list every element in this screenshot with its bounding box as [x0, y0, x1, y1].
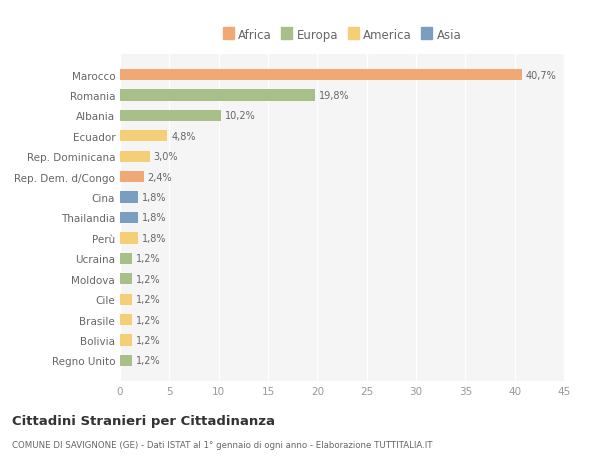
- Text: 1,2%: 1,2%: [136, 335, 160, 345]
- Text: 1,2%: 1,2%: [136, 295, 160, 304]
- Bar: [120, 274, 132, 285]
- Text: 1,2%: 1,2%: [136, 356, 160, 365]
- Text: 10,2%: 10,2%: [224, 111, 256, 121]
- Text: COMUNE DI SAVIGNONE (GE) - Dati ISTAT al 1° gennaio di ogni anno - Elaborazione : COMUNE DI SAVIGNONE (GE) - Dati ISTAT al…: [12, 441, 433, 449]
- Bar: [120, 70, 521, 81]
- Bar: [120, 90, 316, 101]
- Text: 4,8%: 4,8%: [172, 132, 196, 141]
- Text: 1,2%: 1,2%: [136, 274, 160, 284]
- Bar: [120, 192, 138, 203]
- Bar: [120, 172, 143, 183]
- Bar: [120, 151, 149, 162]
- Bar: [120, 294, 132, 305]
- Bar: [120, 314, 132, 325]
- Text: 40,7%: 40,7%: [526, 71, 556, 80]
- Text: 1,2%: 1,2%: [136, 315, 160, 325]
- Bar: [120, 233, 138, 244]
- Bar: [120, 253, 132, 264]
- Text: Cittadini Stranieri per Cittadinanza: Cittadini Stranieri per Cittadinanza: [12, 414, 275, 428]
- Text: 1,8%: 1,8%: [142, 233, 166, 243]
- Text: 1,2%: 1,2%: [136, 254, 160, 264]
- Bar: [120, 213, 138, 224]
- Text: 2,4%: 2,4%: [148, 172, 172, 182]
- Bar: [120, 131, 167, 142]
- Legend: Africa, Europa, America, Asia: Africa, Europa, America, Asia: [219, 25, 465, 45]
- Bar: [120, 355, 132, 366]
- Text: 19,8%: 19,8%: [319, 91, 350, 101]
- Text: 3,0%: 3,0%: [154, 152, 178, 162]
- Bar: [120, 111, 221, 122]
- Bar: [120, 335, 132, 346]
- Text: 1,8%: 1,8%: [142, 193, 166, 203]
- Text: 1,8%: 1,8%: [142, 213, 166, 223]
